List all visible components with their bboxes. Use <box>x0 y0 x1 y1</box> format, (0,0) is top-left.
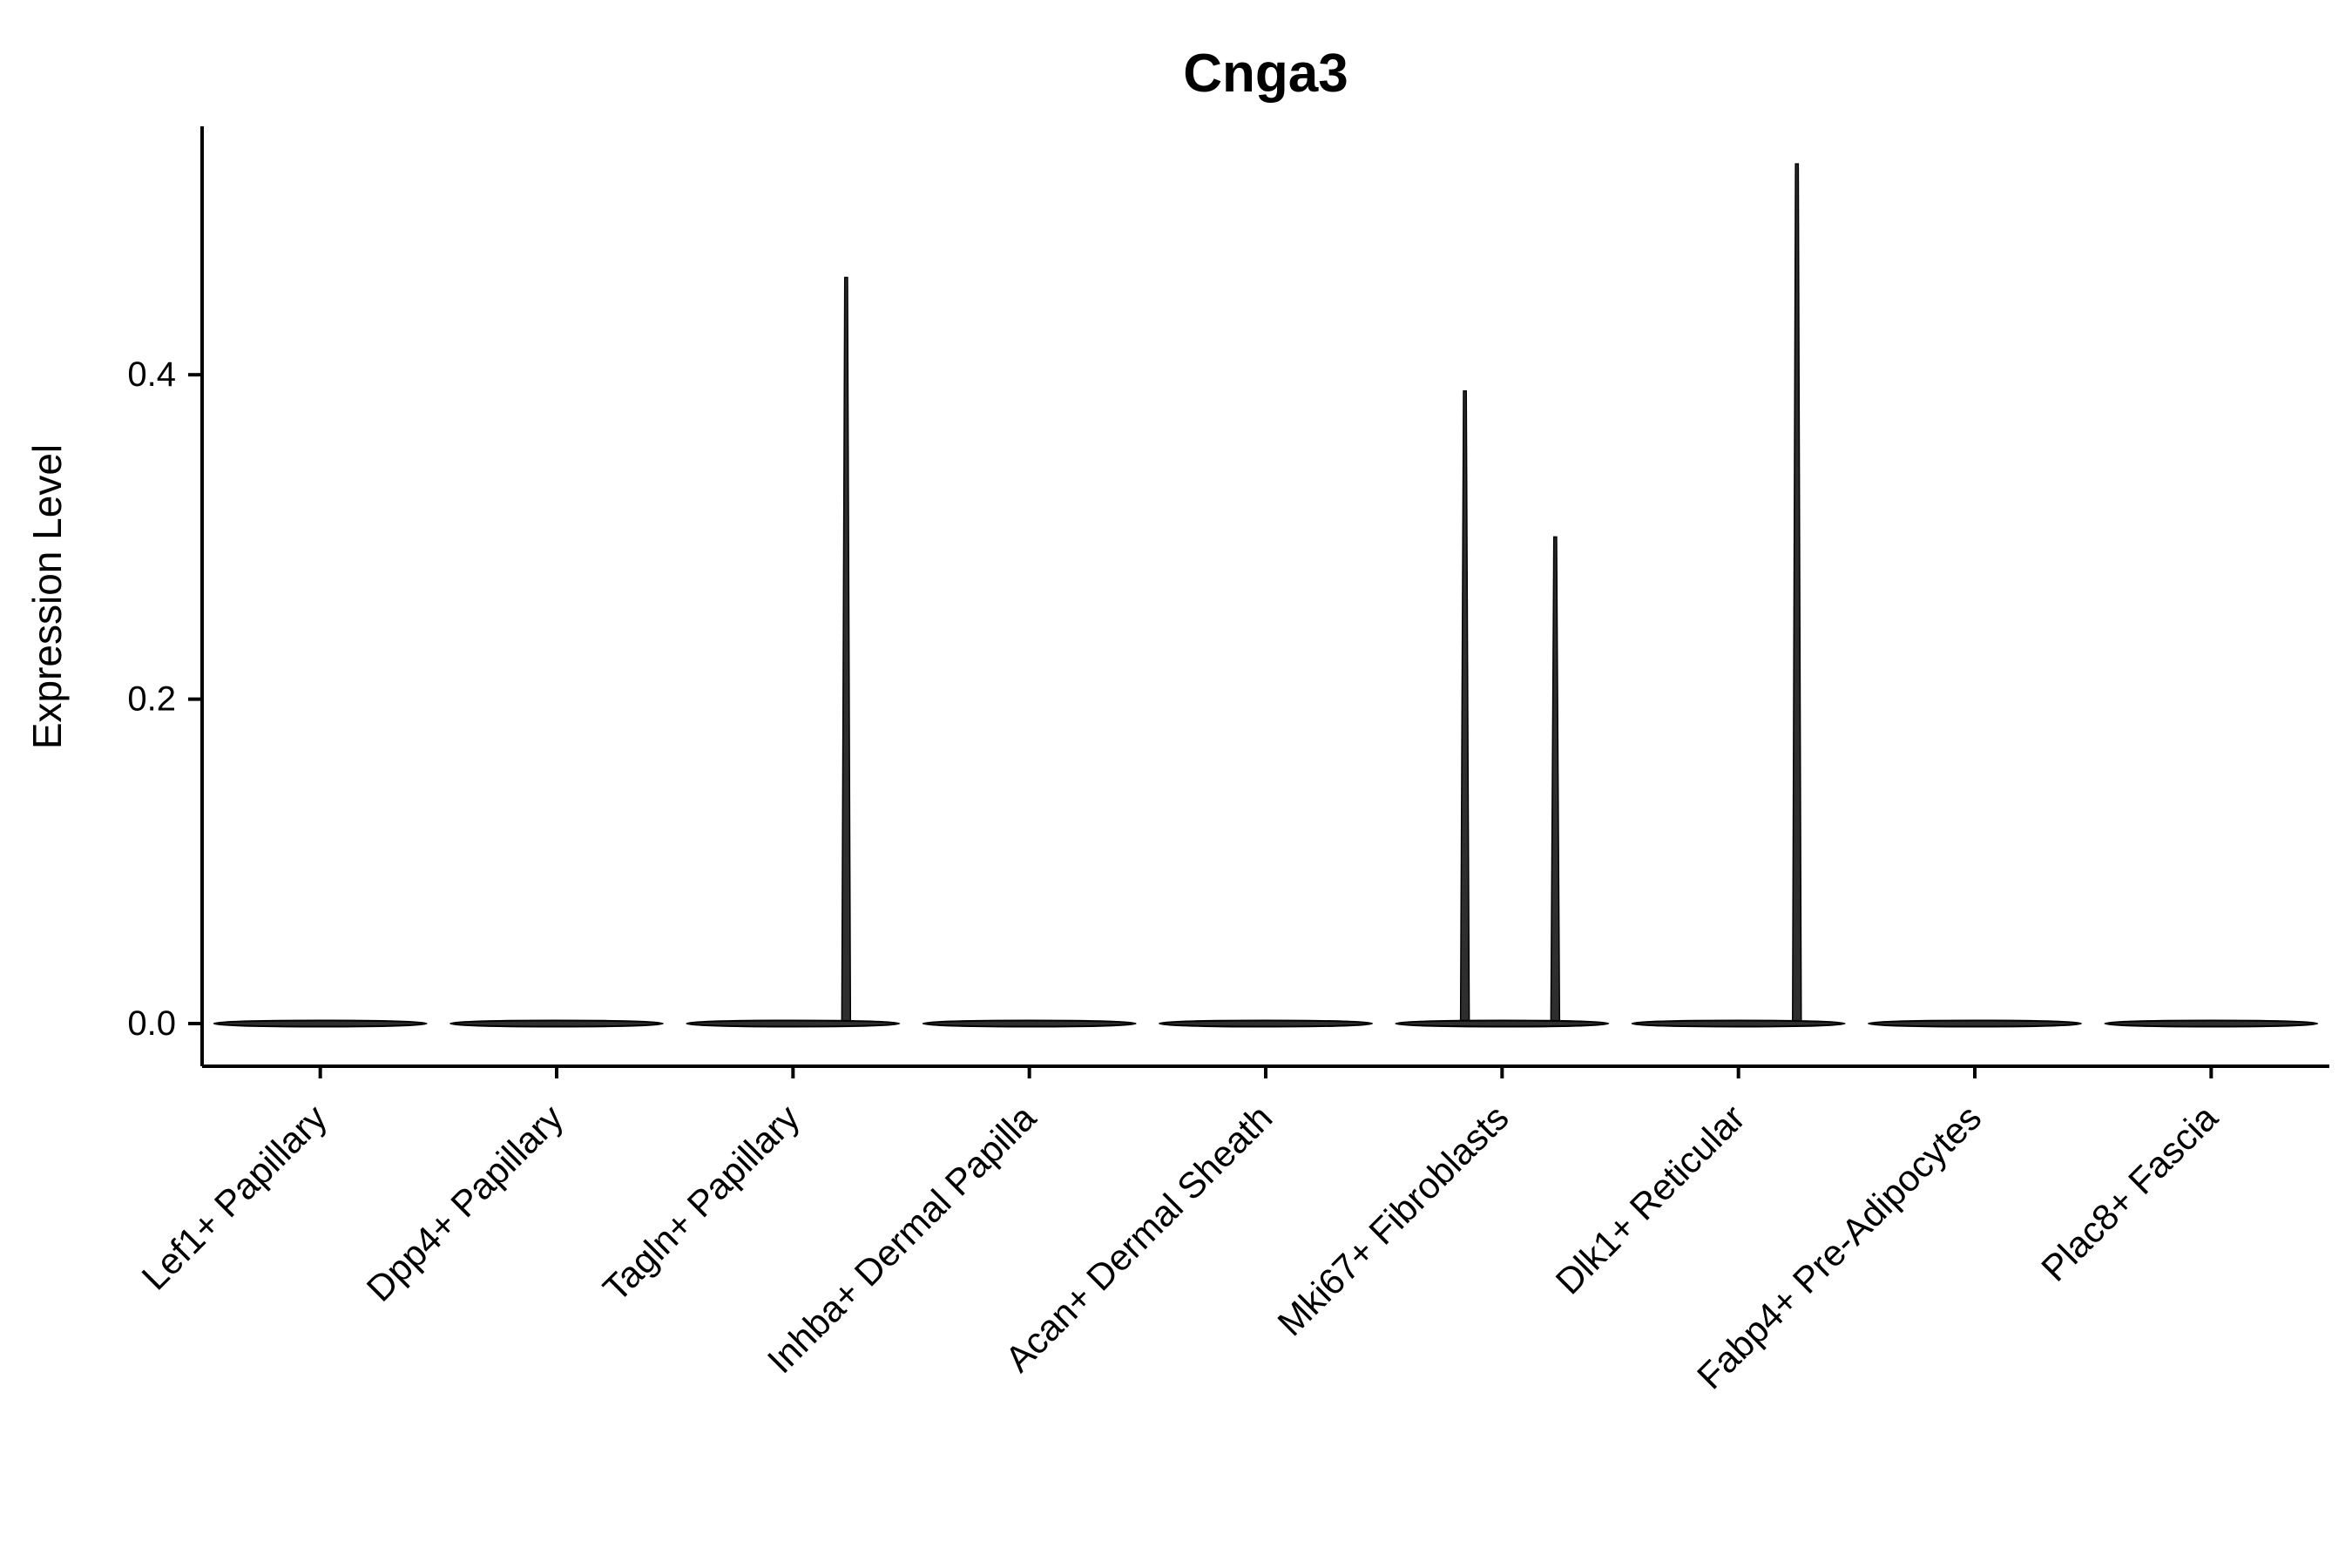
violin-body <box>1631 1019 1846 1028</box>
x-tick-label: Inhba+ Dermal Papilla <box>760 1097 1044 1382</box>
violin-body <box>449 1019 664 1028</box>
violin-body <box>1159 1019 1373 1028</box>
plot-area: 0.0 0.2 0.4 Lef1+ Papillary Dpp4+ Papillary T… <box>127 126 2329 1397</box>
y-tick-label: 0.4 <box>127 355 176 394</box>
violin-body <box>2104 1019 2319 1028</box>
y-tick-label: 0.2 <box>127 680 176 719</box>
violin-body <box>213 1019 428 1028</box>
violin-body <box>922 1019 1137 1028</box>
chart-title: Cnga3 <box>1183 44 1348 104</box>
violin-body <box>686 1019 901 1028</box>
y-axis-title: Expression Level <box>24 444 70 749</box>
violin-spike <box>841 276 852 1024</box>
y-tick-label: 0.0 <box>127 1004 176 1043</box>
x-tick-label: Lef1+ Papillary <box>134 1097 335 1298</box>
x-tick-label: Plac8+ Fascia <box>2033 1097 2226 1289</box>
violin-body <box>1868 1019 2082 1028</box>
x-tick-label: Tagln+ Papillary <box>595 1097 808 1309</box>
violin-spike <box>1792 163 1802 1024</box>
violin-body <box>1395 1019 1610 1028</box>
x-tick-label: Mki67+ Fibroblasts <box>1269 1097 1516 1343</box>
x-tick-label: Acan+ Dermal Sheath <box>997 1097 1281 1380</box>
violin-spike <box>1550 536 1561 1024</box>
violin-spike <box>1459 390 1470 1024</box>
x-tick-label: Dpp4+ Papillary <box>359 1097 571 1309</box>
x-tick-label: Dlk1+ Reticular <box>1548 1097 1753 1301</box>
